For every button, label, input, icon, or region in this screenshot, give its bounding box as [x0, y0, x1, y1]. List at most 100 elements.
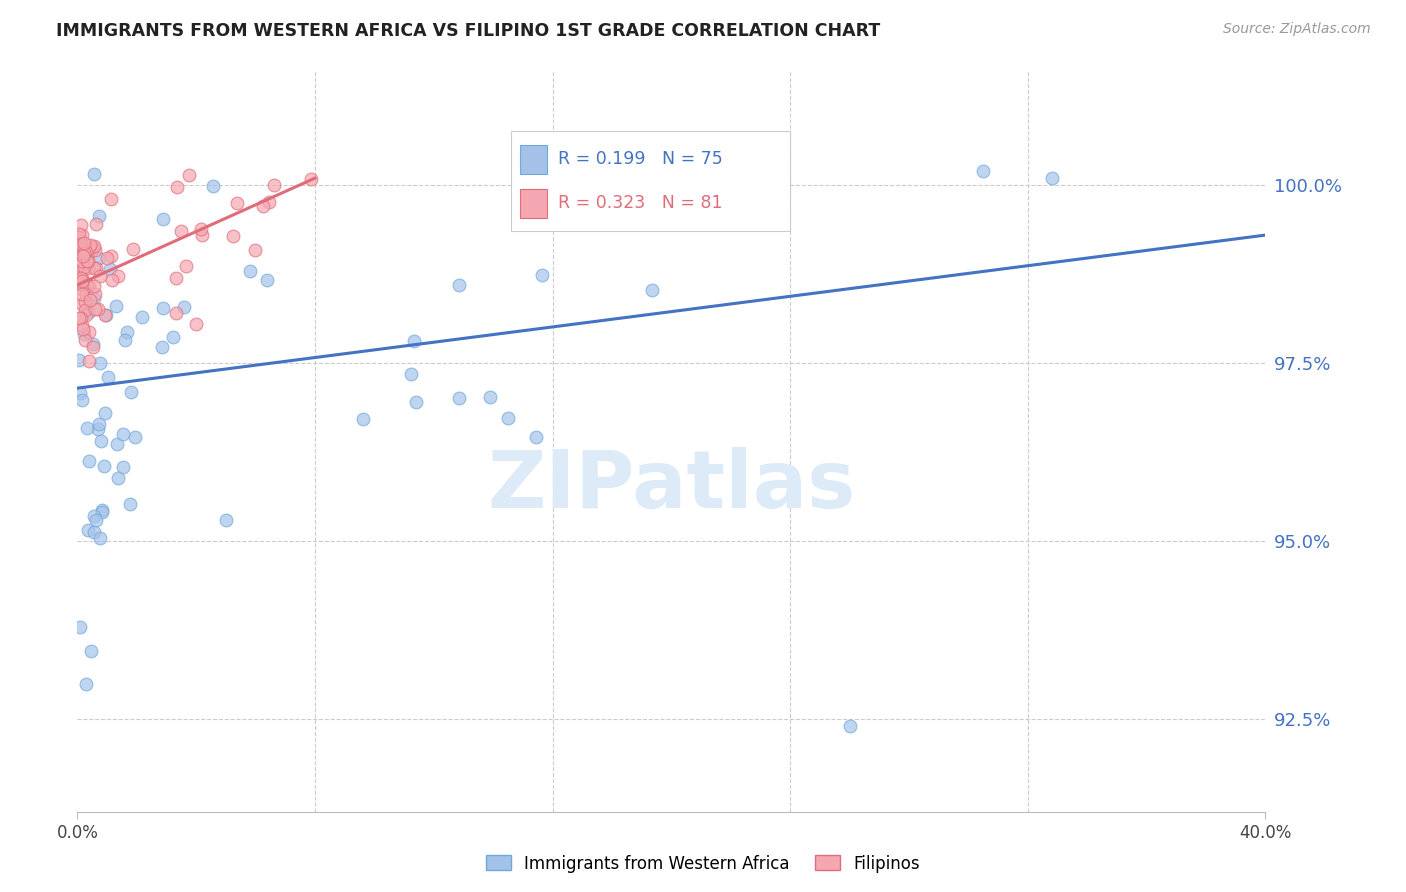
Point: [70, 271, 93, 285]
Bar: [520, 189, 547, 218]
Point: [152, 211, 174, 226]
Point: [75, 287, 97, 301]
Point: [257, 195, 280, 210]
Point: [165, 270, 187, 285]
Point: [73, 246, 96, 260]
Point: [89, 531, 111, 545]
Point: [73, 242, 96, 256]
Point: [530, 268, 553, 283]
Point: [131, 310, 153, 325]
Point: [170, 224, 193, 238]
Point: [77, 242, 100, 256]
Point: [69, 282, 91, 296]
Point: [72, 278, 94, 293]
Point: [150, 340, 173, 354]
Point: [83, 261, 105, 276]
Point: [118, 497, 141, 511]
Point: [77, 325, 100, 339]
Point: [76, 421, 98, 435]
Point: [67, 353, 90, 368]
Point: [111, 426, 134, 441]
Point: [87, 422, 110, 436]
Point: [98, 262, 121, 277]
Text: Source: ZipAtlas.com: Source: ZipAtlas.com: [1223, 22, 1371, 37]
Point: [519, 173, 541, 187]
Point: [165, 306, 187, 320]
Point: [79, 279, 101, 293]
Point: [121, 242, 143, 256]
Point: [83, 168, 105, 182]
Point: [173, 301, 195, 315]
Point: [105, 436, 128, 450]
Point: [97, 370, 120, 384]
Point: [75, 244, 97, 259]
Point: [91, 506, 114, 520]
Point: [79, 237, 101, 252]
Point: [67, 227, 90, 241]
Point: [100, 249, 122, 263]
Point: [478, 391, 501, 405]
Point: [72, 253, 94, 268]
Point: [75, 677, 97, 691]
Point: [77, 261, 100, 276]
Point: [94, 308, 117, 322]
Point: [80, 643, 103, 657]
Point: [75, 295, 97, 310]
Point: [104, 300, 127, 314]
Point: [69, 385, 91, 400]
Point: [73, 235, 96, 250]
Point: [87, 251, 110, 265]
Point: [76, 278, 98, 293]
Point: [83, 291, 105, 305]
Point: [100, 192, 122, 206]
Point: [162, 330, 184, 344]
Point: [66, 229, 89, 244]
Point: [524, 430, 547, 444]
Point: [75, 244, 97, 259]
FancyBboxPatch shape: [510, 130, 790, 230]
Point: [226, 195, 249, 210]
Point: [238, 263, 260, 277]
Point: [70, 218, 93, 232]
Point: [114, 333, 136, 347]
Point: [94, 308, 117, 322]
Text: IMMIGRANTS FROM WESTERN AFRICA VS FILIPINO 1ST GRADE CORRELATION CHART: IMMIGRANTS FROM WESTERN AFRICA VS FILIPI…: [56, 22, 880, 40]
Point: [67, 266, 90, 280]
Point: [243, 243, 266, 257]
Point: [83, 509, 105, 524]
Point: [79, 244, 101, 259]
Point: [72, 393, 94, 408]
Point: [76, 254, 98, 268]
Point: [72, 271, 94, 285]
Point: [83, 278, 105, 293]
Point: [1040, 171, 1063, 186]
Text: R = 0.199   N = 75: R = 0.199 N = 75: [558, 151, 723, 169]
Point: [69, 273, 91, 287]
Point: [72, 322, 94, 336]
Point: [190, 221, 212, 235]
Point: [89, 356, 111, 370]
Point: [352, 412, 374, 426]
Point: [299, 172, 322, 186]
Point: [202, 179, 225, 194]
Point: [263, 178, 285, 193]
Legend: Immigrants from Western Africa, Filipinos: Immigrants from Western Africa, Filipino…: [479, 848, 927, 880]
Point: [107, 268, 129, 283]
Point: [82, 337, 104, 351]
Point: [77, 523, 100, 537]
Point: [90, 434, 112, 449]
Point: [66, 245, 89, 260]
Point: [447, 391, 470, 405]
Point: [75, 257, 97, 271]
Point: [75, 277, 97, 291]
Point: [82, 340, 104, 354]
Point: [69, 245, 91, 260]
Point: [177, 168, 200, 182]
Point: [72, 241, 94, 255]
Point: [86, 513, 108, 527]
Point: [77, 254, 100, 268]
Point: [838, 719, 860, 733]
Point: [79, 293, 101, 308]
Point: [94, 406, 117, 420]
Point: [91, 502, 114, 516]
